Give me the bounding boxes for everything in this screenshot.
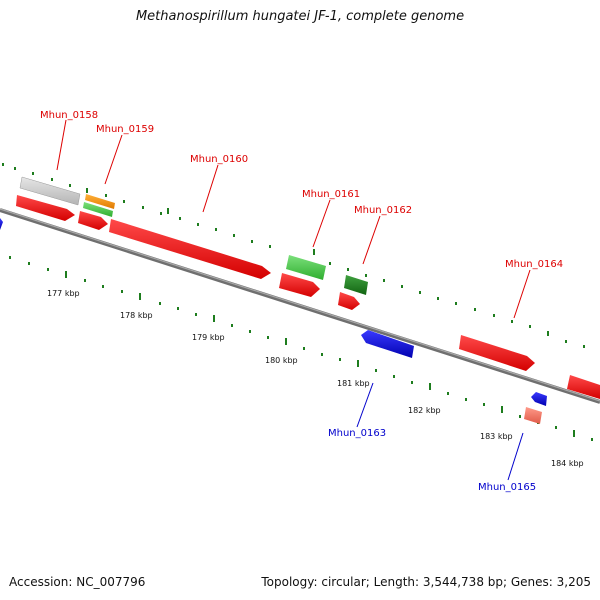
gene-arrow[interactable] bbox=[531, 392, 547, 406]
genome-summary-text: Topology: circular; Length: 3,544,738 bp… bbox=[261, 575, 591, 589]
gene-label-mhun-0161[interactable]: Mhun_0161 bbox=[302, 189, 360, 200]
gene-arrow[interactable] bbox=[344, 275, 368, 295]
gene-label-mhun-0165[interactable]: Mhun_0165 bbox=[478, 482, 536, 493]
gene-label-mhun-0162[interactable]: Mhun_0162 bbox=[354, 205, 412, 216]
gene-arrow[interactable] bbox=[83, 202, 113, 217]
gene-arrow[interactable] bbox=[78, 211, 108, 230]
leader-lines bbox=[56, 119, 531, 481]
gene-arrow[interactable] bbox=[85, 194, 115, 209]
scale-labels: 177 kbp 178 kbp 179 kbp 180 kbp 181 kbp … bbox=[47, 289, 584, 468]
gene-arrow[interactable] bbox=[19, 176, 81, 206]
gene-arrow[interactable] bbox=[286, 255, 326, 280]
gene-arrow[interactable] bbox=[109, 219, 271, 279]
gene-arrow[interactable] bbox=[279, 273, 320, 297]
gene-arrow[interactable] bbox=[0, 218, 3, 230]
gene-labels: Mhun_0158 Mhun_0159 Mhun_0160 Mhun_0161 … bbox=[40, 110, 563, 493]
scale-label-178: 178 kbp bbox=[120, 311, 153, 320]
outer-tick-track bbox=[2, 163, 585, 348]
gene-features bbox=[0, 176, 600, 424]
gene-arrow[interactable] bbox=[459, 335, 535, 371]
genome-backbone bbox=[0, 208, 600, 404]
scale-label-180: 180 kbp bbox=[265, 356, 298, 365]
scale-label-179: 179 kbp bbox=[192, 333, 225, 342]
gene-arrow[interactable] bbox=[567, 375, 600, 399]
genome-title: Methanospirillum hungatei JF-1, complete… bbox=[135, 9, 465, 24]
scale-tick-track bbox=[9, 256, 593, 441]
gene-arrow[interactable] bbox=[16, 195, 75, 221]
scale-label-184: 184 kbp bbox=[551, 459, 584, 468]
gene-label-mhun-0160[interactable]: Mhun_0160 bbox=[190, 154, 248, 165]
gene-label-mhun-0163[interactable]: Mhun_0163 bbox=[328, 428, 386, 439]
scale-label-181: 181 kbp bbox=[337, 379, 370, 388]
genome-backbone-highlight bbox=[0, 208, 600, 402]
gene-label-mhun-0164[interactable]: Mhun_0164 bbox=[505, 259, 563, 270]
gene-arrow[interactable] bbox=[361, 330, 414, 358]
gene-arrow[interactable] bbox=[338, 292, 360, 310]
gene-label-mhun-0158[interactable]: Mhun_0158 bbox=[40, 110, 98, 121]
scale-label-182: 182 kbp bbox=[408, 406, 441, 415]
scale-label-177: 177 kbp bbox=[47, 289, 80, 298]
gene-label-mhun-0159[interactable]: Mhun_0159 bbox=[96, 124, 154, 135]
scale-label-183: 183 kbp bbox=[480, 432, 513, 441]
gene-arrow[interactable] bbox=[524, 407, 542, 424]
accession-text: Accession: NC_007796 bbox=[9, 575, 146, 589]
